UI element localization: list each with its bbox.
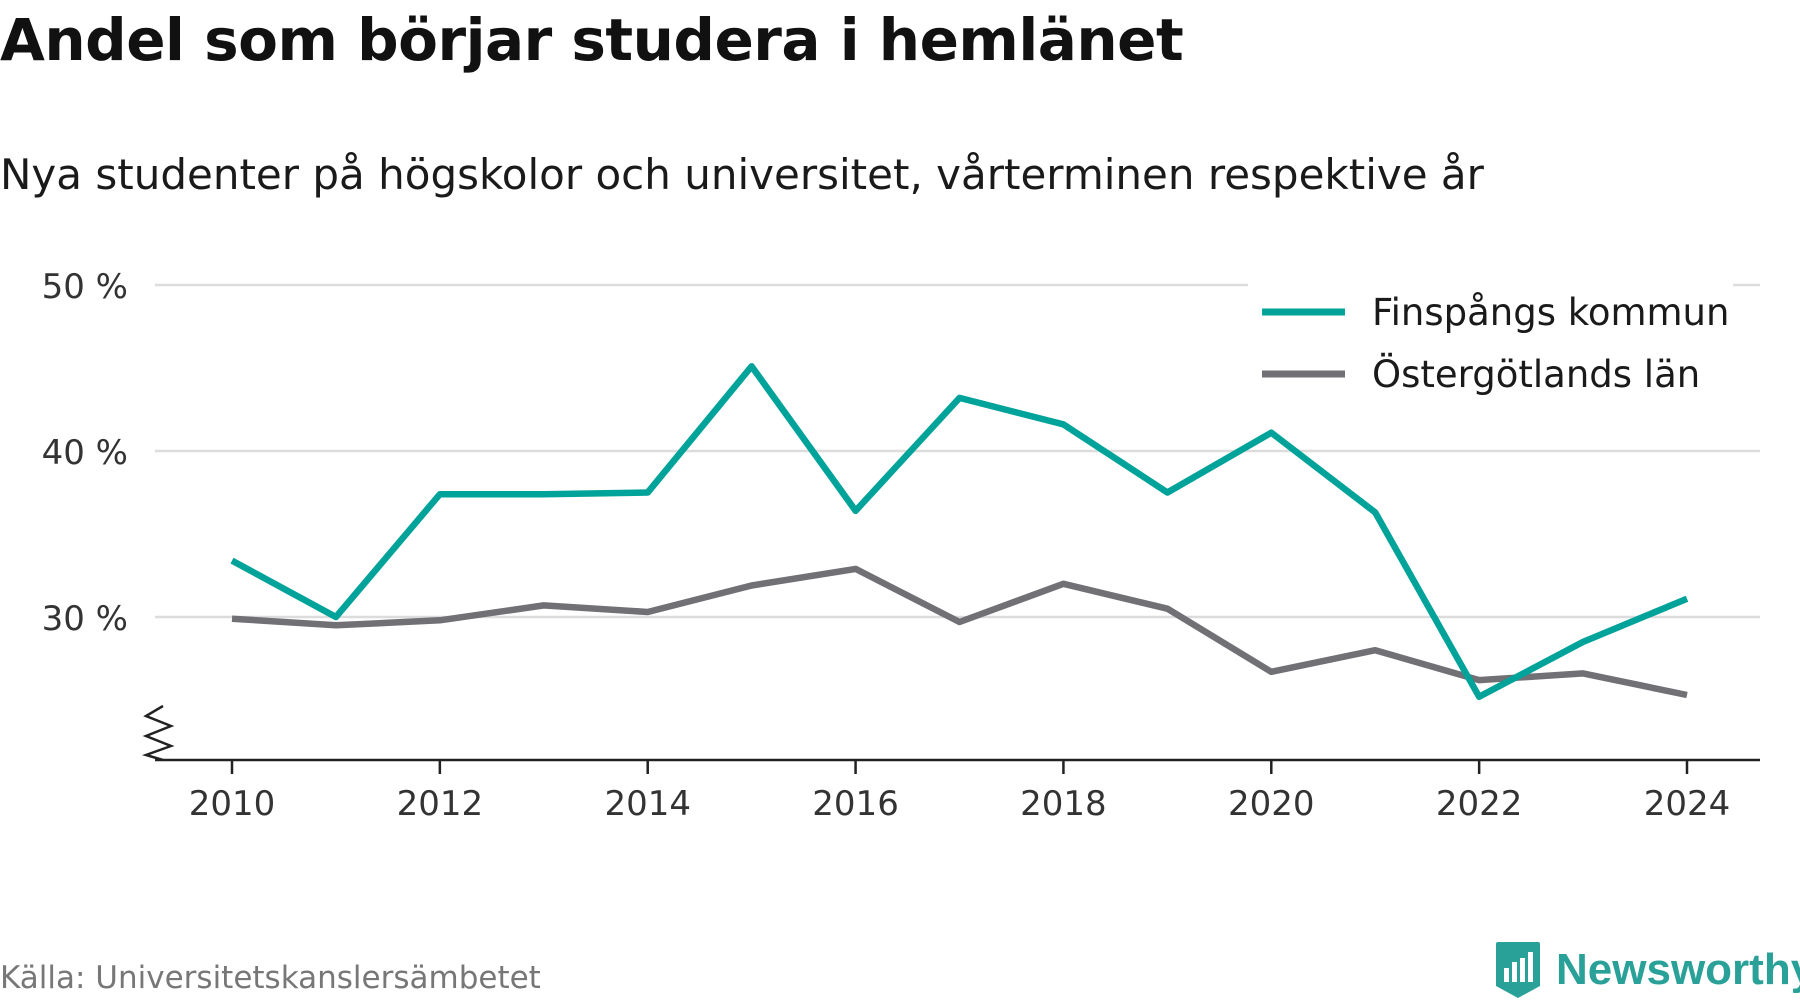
- x-tick-label-2020: 2020: [1228, 784, 1315, 824]
- x-tick-label-2022: 2022: [1436, 784, 1523, 824]
- source-note: Källa: Universitetskanslersämbetet: [0, 960, 541, 996]
- series-line-östergötlands-län: [231, 565, 1688, 699]
- chart-title: Andel som börjar studera i hemlänet: [0, 6, 1184, 74]
- y-tick-label-40: 40 %: [42, 433, 128, 473]
- legend-box: [1248, 282, 1733, 412]
- legend-label-0: Finspångs kommun: [1372, 291, 1729, 334]
- y-tick-label-30: 30 %: [42, 599, 128, 639]
- series-line-finspångs-kommun: [230, 363, 1689, 700]
- newsworthy-logo-icon: [1496, 942, 1540, 998]
- legend-label-1: Östergötlands län: [1372, 353, 1700, 396]
- y-tick-label-50: 50 %: [42, 267, 128, 307]
- x-tick-label-2012: 2012: [397, 784, 484, 824]
- x-tick-label-2016: 2016: [812, 784, 899, 824]
- x-tick-label-2018: 2018: [1020, 784, 1107, 824]
- y-axis-break-icon: [141, 704, 175, 762]
- chart-subtitle: Nya studenter på högskolor och universit…: [0, 150, 1484, 199]
- brand-logo: Newsworthy: [1494, 940, 1800, 1000]
- brand-name: Newsworthy: [1556, 945, 1800, 994]
- x-tick-label-2024: 2024: [1644, 784, 1731, 824]
- x-tick-label-2010: 2010: [189, 784, 276, 824]
- x-tick-label-2014: 2014: [604, 784, 691, 824]
